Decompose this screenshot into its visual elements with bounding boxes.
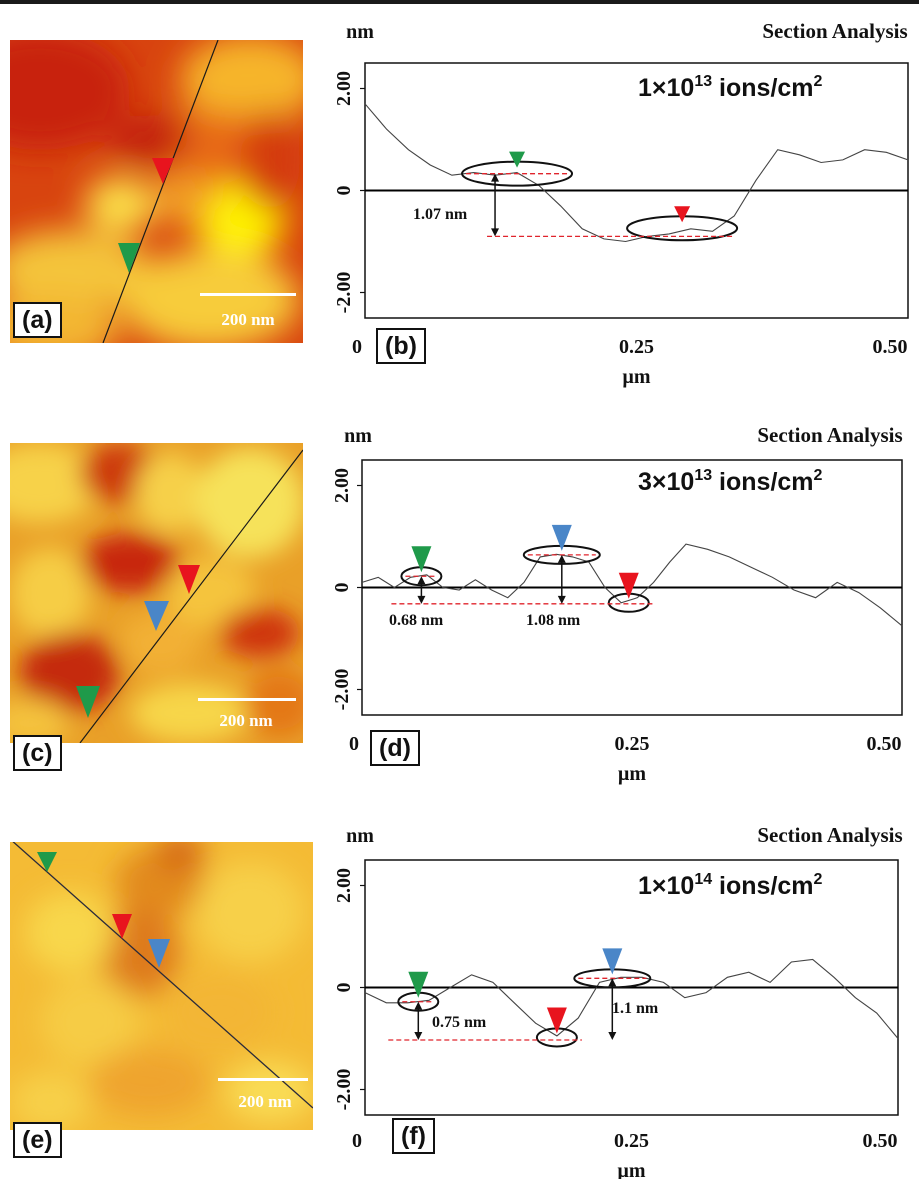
step-arrow-head-down: [414, 1032, 423, 1041]
afm-image-e: 200 nm: [10, 842, 313, 1130]
section-marker-green: [411, 546, 432, 573]
section-plot-f: Section Analysis nm 1×1014 ions/cm2 2.00 0 -2…: [320, 815, 919, 1179]
step-arrow-head-up: [557, 554, 566, 563]
panel-label-d: (d): [370, 730, 420, 766]
step-height-label: 1.08 nm: [526, 612, 581, 629]
section-plot-b: Section Analysis nm 1×1013 ions/cm2 2.00 0 -2…: [320, 8, 919, 393]
step-arrow-head-up: [608, 978, 617, 987]
x-tick-label: 0.50: [873, 336, 908, 358]
x-tick-label: 0: [349, 733, 359, 755]
fluence-annotation: 1×1013 ions/cm2: [638, 73, 823, 102]
step-arrow-head-down: [491, 228, 500, 237]
section-marker-green: [408, 971, 429, 998]
step-arrow-head-down: [608, 1032, 617, 1041]
section-marker-blue: [602, 948, 623, 975]
x-tick-label: 0: [352, 336, 362, 358]
x-axis-unit: µm: [617, 1160, 646, 1179]
profile-line: [364, 103, 909, 243]
panel-label-a: (a): [13, 302, 62, 338]
section-plot-d: Section Analysis nm 3×1013 ions/cm2 2.00 0 -2…: [320, 415, 919, 790]
step-height-label: 0.75 nm: [432, 1014, 487, 1031]
panel-label-b: (b): [376, 328, 426, 364]
x-tick-label: 0.25: [615, 733, 650, 755]
section-marker-blue: [551, 524, 572, 551]
section-marker-red: [546, 1007, 567, 1034]
y-axis-unit: nm: [346, 21, 374, 43]
step-height-label: 1.1 nm: [612, 1000, 659, 1017]
step-height-label: 1.07 nm: [413, 206, 468, 223]
x-tick-label: 0.25: [619, 336, 654, 358]
y-tick-label: 2.00: [333, 868, 355, 903]
chart-title: Section Analysis: [757, 423, 902, 447]
scale-bar-label: 200 nm: [238, 1092, 291, 1111]
y-tick-label: 2.00: [331, 468, 353, 503]
afm-image-c: 200 nm: [10, 443, 303, 743]
fluence-annotation: 3×1013 ions/cm2: [638, 467, 823, 496]
x-tick-label: 0.25: [614, 1130, 649, 1152]
x-tick-label: 0.50: [867, 733, 902, 755]
step-arrow-head-up: [491, 173, 500, 182]
x-tick-label: 0: [352, 1130, 362, 1152]
section-marker-red: [618, 572, 639, 599]
y-axis-unit: nm: [346, 825, 374, 847]
step-arrow-head-down: [417, 595, 426, 604]
afm-image-a: 200 nm: [10, 40, 303, 343]
step-arrow-head-up: [414, 1001, 423, 1010]
y-tick-label: -2.00: [333, 1069, 355, 1111]
y-axis-unit: nm: [344, 425, 372, 447]
x-tick-label: 0.50: [863, 1130, 898, 1152]
top-border: [0, 0, 919, 4]
x-axis-unit: µm: [622, 366, 651, 388]
chart-title: Section Analysis: [757, 823, 902, 847]
panel-label-e: (e): [13, 1122, 62, 1158]
fluence-annotation: 1×1014 ions/cm2: [638, 871, 823, 900]
chart-title: Section Analysis: [762, 19, 907, 43]
step-height-label: 0.68 nm: [389, 612, 444, 629]
profile-line: [361, 543, 903, 627]
section-marker-red: [674, 206, 691, 223]
step-arrow-head-down: [557, 595, 566, 604]
y-tick-label: 2.00: [333, 71, 355, 106]
y-tick-label: -2.00: [333, 272, 355, 314]
scale-bar-label: 200 nm: [221, 310, 274, 329]
y-tick-label: 0: [331, 583, 353, 593]
y-tick-label: 0: [333, 983, 355, 993]
step-arrow-head-up: [417, 576, 426, 585]
x-axis-unit: µm: [618, 763, 647, 785]
y-tick-label: -2.00: [331, 669, 353, 711]
y-tick-label: 0: [333, 186, 355, 196]
panel-label-c: (c): [13, 735, 62, 771]
section-marker-green: [509, 151, 526, 168]
scale-bar-label: 200 nm: [219, 711, 272, 730]
panel-label-f: (f): [392, 1118, 435, 1154]
profile-line: [364, 958, 899, 1039]
